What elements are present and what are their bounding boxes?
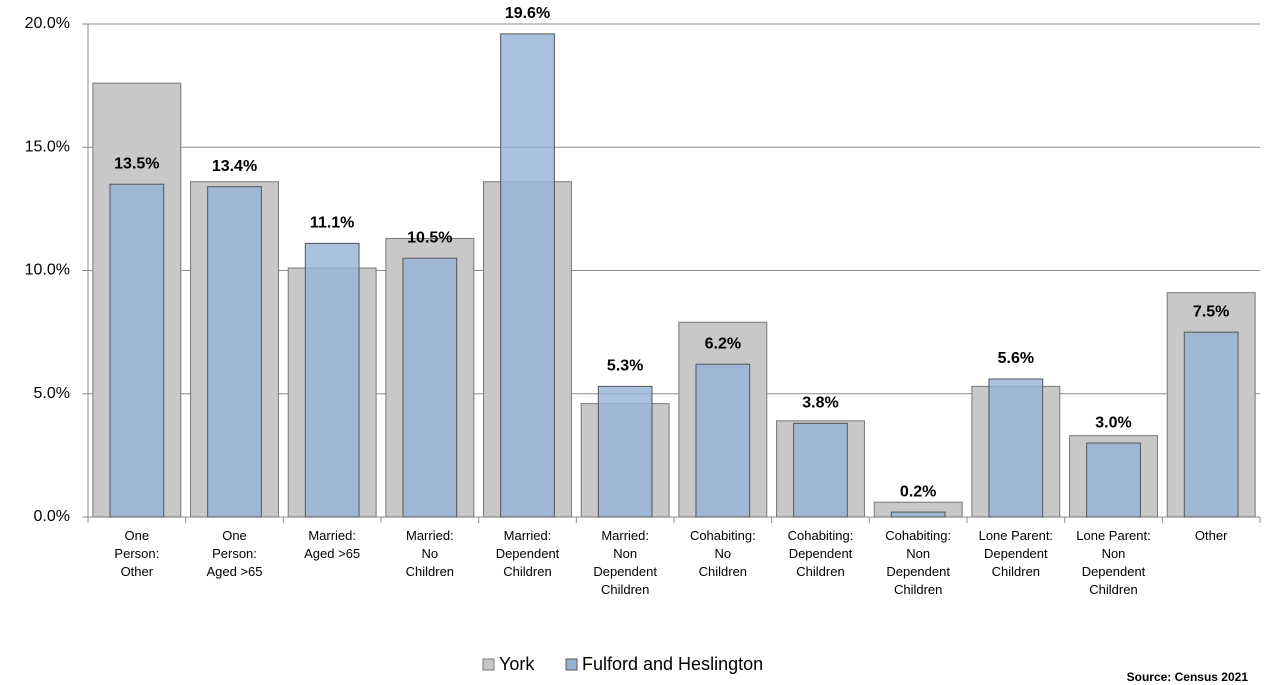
x-tick-label: Cohabiting: Dependent Children: [788, 528, 854, 579]
x-tick-label: Married: Dependent Children: [496, 528, 560, 579]
bar: [988, 378, 1044, 518]
data-label: 3.8%: [802, 395, 838, 412]
x-tick-label: Married: Non Dependent Children: [593, 528, 657, 597]
data-label: 13.4%: [212, 158, 257, 175]
x-tick-label: One Person: Aged >65: [206, 528, 262, 579]
bar: [402, 257, 458, 518]
data-label: 11.1%: [310, 215, 354, 232]
data-label: 6.2%: [705, 335, 741, 352]
y-tick-label: 15.0%: [25, 138, 70, 155]
data-label: 19.6%: [505, 5, 550, 22]
x-tick-label: Other: [1195, 528, 1228, 543]
x-tick-label: Lone Parent: Dependent Children: [979, 528, 1053, 579]
bar: [207, 186, 262, 518]
data-label: 3.0%: [1095, 414, 1131, 431]
bar: [890, 511, 946, 518]
bar: [1183, 331, 1239, 518]
x-tick-label: One Person: Other: [114, 528, 159, 579]
y-tick-label: 20.0%: [25, 15, 70, 32]
bar: [304, 242, 360, 518]
bar: [500, 33, 555, 518]
legend-swatch: [565, 658, 578, 671]
x-tick-label: Married: No Children: [406, 528, 454, 579]
bar: [1086, 442, 1141, 518]
legend-label: York: [499, 654, 535, 674]
x-tick-label: Cohabiting: No Children: [690, 528, 756, 579]
legend-swatch: [482, 658, 495, 671]
data-label: 5.3%: [607, 358, 643, 375]
bar: [793, 422, 848, 518]
source-note: Source: Census 2021: [1127, 670, 1249, 684]
data-label: 7.5%: [1193, 303, 1229, 320]
data-label: 5.6%: [998, 350, 1034, 367]
bar: [597, 385, 653, 518]
y-tick-label: 5.0%: [34, 385, 70, 402]
bar: [109, 183, 165, 518]
x-tick-label: Lone Parent: Non Dependent Children: [1076, 528, 1150, 597]
x-tick-label: Cohabiting: Non Dependent Children: [885, 528, 951, 597]
data-label: 13.5%: [114, 155, 159, 172]
data-label: 10.5%: [407, 229, 452, 246]
y-tick-label: 0.0%: [34, 508, 70, 525]
legend-label: Fulford and Heslington: [582, 654, 763, 674]
x-tick-label: Married: Aged >65: [304, 528, 360, 561]
data-label: 0.2%: [900, 483, 936, 500]
bar: [695, 363, 751, 518]
y-tick-label: 10.0%: [25, 262, 70, 279]
